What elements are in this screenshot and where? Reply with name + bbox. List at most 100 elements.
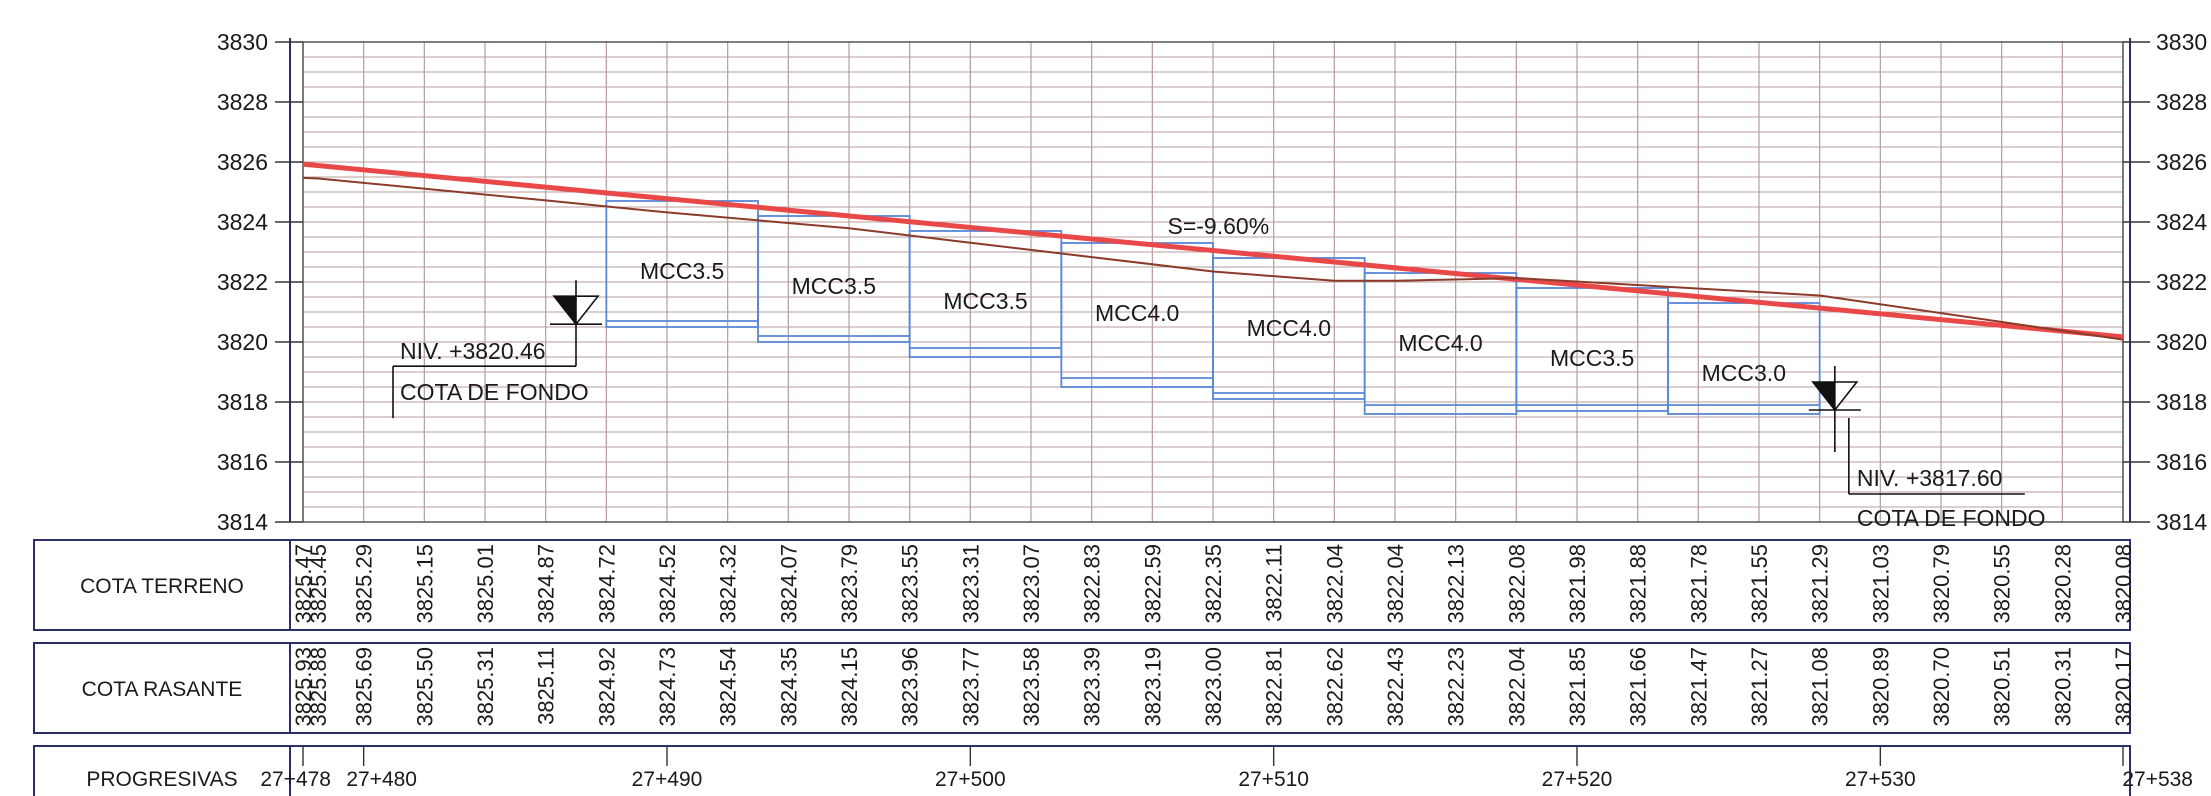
row-cota-terreno-value: 3824.72 [594, 544, 619, 624]
y-tick-label-left: 3818 [217, 389, 268, 415]
progresiva-label: 27+500 [935, 768, 1006, 791]
level-note: COTA DE FONDO [400, 379, 589, 405]
row-cota-terreno-value: 3821.03 [1868, 544, 1893, 624]
row-cota-terreno-frame [33, 539, 2131, 631]
row-cota-rasante-value: 3824.15 [837, 647, 862, 727]
row-cota-terreno-value: 3823.55 [898, 544, 923, 624]
y-tick-label-right: 3818 [2156, 389, 2207, 415]
progresiva-label: 27+480 [346, 768, 417, 791]
row-cota-rasante-value: 3821.27 [1747, 647, 1772, 727]
row-cota-terreno-value: 3821.29 [1808, 544, 1833, 624]
row-cota-terreno-value: 3822.04 [1383, 544, 1408, 624]
row-cota-rasante-value: 3825.11 [534, 647, 559, 725]
row-cota-terreno-value: 3823.31 [958, 544, 983, 624]
y-tick-label-right: 3828 [2156, 89, 2207, 115]
progresiva-label: 27+520 [1542, 768, 1613, 791]
row-cota-rasante-value: 3821.08 [1808, 647, 1833, 727]
row-cota-rasante-value: 3822.43 [1383, 647, 1408, 727]
y-tick-label-left: 3820 [217, 329, 268, 355]
culvert-label: MCC3.0 [1702, 360, 1786, 386]
row-cota-terreno-value: 3823.79 [837, 544, 862, 624]
y-tick-label-right: 3816 [2156, 449, 2207, 475]
culvert-label: MCC4.0 [1247, 315, 1331, 341]
row-cota-rasante-value: 3820.51 [1990, 647, 2015, 727]
row-cota-terreno-value: 3820.28 [2050, 544, 2075, 624]
culvert-label: MCC3.5 [943, 288, 1027, 314]
row-cota-rasante-value: 3821.66 [1626, 647, 1651, 727]
row-cota-rasante-value: 3822.23 [1444, 647, 1469, 727]
row-cota-terreno-value: 3821.88 [1626, 544, 1651, 624]
row-cota-terreno-value: 3824.87 [534, 544, 559, 624]
row-cota-rasante-value: 3822.62 [1322, 647, 1347, 727]
level-value: NIV. +3817.60 [1857, 465, 2003, 491]
level-value: NIV. +3820.46 [400, 338, 546, 364]
row-cota-terreno-value: 3824.07 [776, 544, 801, 624]
row-cota-terreno-value: 3822.04 [1322, 544, 1347, 624]
series-lines [302, 161, 2124, 341]
y-tick-label-left: 3816 [217, 449, 268, 475]
row-cota-rasante-value: 3820.17 [2111, 647, 2136, 727]
row-cota-terreno-value: 3822.59 [1140, 544, 1165, 624]
annotations: NIV. +3820.46 COTA DE FONDO NIV. +3817.60 C… [392, 280, 2046, 531]
row-cota-rasante-value: 3824.92 [594, 647, 619, 727]
row-cota-terreno-value: 3821.55 [1747, 544, 1772, 624]
culvert-label: MCC3.5 [792, 273, 876, 299]
y-tick-label-right: 3824 [2156, 209, 2207, 235]
row-cota-terreno-value: 3820.55 [1990, 544, 2015, 624]
row-cota-terreno-value: 3823.07 [1019, 544, 1044, 624]
row-cota-rasante-value: 3820.89 [1868, 647, 1893, 727]
y-tick-label-right: 3814 [2156, 509, 2207, 535]
progresiva-label: 27+478 [260, 768, 331, 791]
row-cota-rasante-value: 3822.04 [1504, 647, 1529, 727]
progresiva-label: 27+530 [1845, 768, 1916, 791]
progresiva-label: 27+490 [632, 768, 703, 791]
row-cota-terreno-value: 3822.11 [1262, 544, 1287, 622]
row-progresivas-label: PROGRESIVAS [86, 768, 237, 791]
y-tick-label-right: 3826 [2156, 149, 2207, 175]
row-cota-terreno-value: 3825.29 [352, 544, 377, 624]
row-cota-rasante-value: 3823.00 [1201, 647, 1226, 727]
row-cota-rasante-value: 3822.81 [1262, 647, 1287, 727]
y-tick-label-right: 3830 [2156, 29, 2207, 55]
row-cota-rasante-value: 3823.39 [1080, 647, 1105, 727]
row-cota-rasante-value: 3823.96 [898, 647, 923, 727]
row-cota-terreno-value: 3825.15 [412, 544, 437, 624]
level-marker-fill [554, 296, 576, 325]
row-cota-terreno-value: 3824.52 [655, 544, 680, 624]
row-cota-terreno-label: COTA TERRENO [80, 575, 244, 598]
y-tick-label-left: 3822 [217, 269, 268, 295]
y-tick-label-left: 3814 [217, 509, 268, 535]
culvert-label: MCC4.0 [1398, 330, 1482, 356]
row-cota-terreno-value: 3825.45 [306, 544, 331, 624]
row-cota-terreno-value: 3821.78 [1686, 544, 1711, 624]
row-cota-rasante-value: 3821.47 [1686, 647, 1711, 727]
culvert-box [1667, 302, 1821, 415]
row-cota-rasante-value: 3824.54 [716, 647, 741, 727]
row-cota-terreno-value: 3820.79 [1929, 544, 1954, 624]
row-cota-rasante-value: 3823.77 [958, 647, 983, 727]
progresiva-label: 27+538 [2122, 768, 2193, 791]
row-cota-terreno-value: 3822.13 [1444, 544, 1469, 624]
row-cota-rasante-value: 3825.31 [473, 647, 498, 727]
row-cota-rasante-value: 3825.93 [291, 647, 316, 727]
row-cota-rasante-label: COTA RASANTE [82, 678, 243, 701]
row-cota-terreno-value: 3821.98 [1565, 544, 1590, 624]
row-cota-terreno-value: 3822.08 [1504, 544, 1529, 624]
culvert-label: MCC3.5 [1550, 345, 1634, 371]
slope-label: S=-9.60% [1168, 213, 1270, 239]
axes: 3814 3814 3816 3816 3818 3818 3820 3820 3822 3822… [217, 29, 2208, 535]
row-cota-rasante-value: 3825.88 [306, 647, 331, 727]
y-tick-label-left: 3830 [217, 29, 268, 55]
row-cota-terreno-value: 3825.01 [473, 544, 498, 624]
row-cota-rasante-value: 3821.85 [1565, 647, 1590, 727]
row-cota-rasante-value: 3825.69 [352, 647, 377, 727]
y-tick-label-left: 3828 [217, 89, 268, 115]
row-cota-rasante-value: 3823.58 [1019, 647, 1044, 727]
y-tick-label-right: 3822 [2156, 269, 2207, 295]
row-cota-rasante-value: 3824.35 [776, 647, 801, 727]
row-cota-rasante-frame [33, 642, 2131, 734]
row-cota-terreno-value: 3824.32 [716, 544, 741, 624]
row-cota-rasante-value: 3825.50 [412, 647, 437, 727]
